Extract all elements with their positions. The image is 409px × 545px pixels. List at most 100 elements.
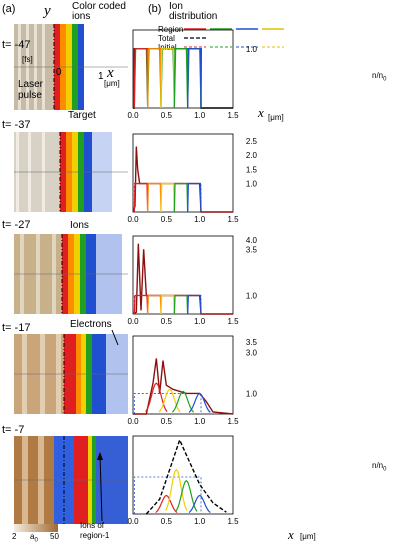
- ion-distribution-label-2: distribution: [169, 11, 218, 22]
- region-peak-2: [171, 390, 195, 413]
- ions-region-label-2: region-1: [80, 531, 110, 540]
- plot-frame-3: [132, 335, 234, 415]
- region-line-3: [173, 182, 189, 213]
- series-total: [145, 438, 227, 515]
- series-region: [133, 48, 202, 109]
- region-peak-1: [165, 468, 188, 511]
- legend-region: Region: [158, 25, 184, 34]
- ions-region-label: Ions of: [80, 521, 105, 530]
- x-tick-label: 0.5: [161, 417, 173, 426]
- target-label: Target: [68, 110, 96, 121]
- region-line-0: [133, 48, 149, 109]
- region-peak-3: [188, 392, 211, 413]
- laser-label: Laser: [18, 79, 44, 90]
- region-line-3: [173, 48, 189, 109]
- sim-panel-t17: [14, 334, 128, 414]
- region-peak-0: [145, 382, 168, 412]
- x-tick-label: 0.0: [127, 215, 139, 224]
- x-one-label: 1: [98, 71, 104, 82]
- x-tick-label: 0.0: [127, 517, 139, 526]
- region-line-0: [133, 182, 149, 213]
- series-total: [133, 358, 234, 415]
- x-tick-label: 1.5: [227, 215, 239, 224]
- y-tick-label: 2.0: [246, 151, 258, 160]
- region-line-2: [160, 48, 175, 109]
- panel-a-label: (a): [2, 3, 16, 15]
- y-tick-label: 1.0: [246, 180, 258, 189]
- initial-line: [133, 48, 202, 108]
- x-unit-label-a: [μm]: [104, 79, 120, 88]
- plot-frame-2: [132, 235, 234, 315]
- region-line-4: [187, 294, 202, 315]
- x-unit-label-b1: [μm]: [268, 113, 284, 122]
- y-tick-label: 1.0: [246, 45, 258, 54]
- legend-initial: Initial: [158, 43, 177, 52]
- origin-label: 0: [56, 67, 62, 78]
- region-peak-0: [155, 494, 178, 514]
- x-tick-label: 1.5: [227, 317, 239, 326]
- time-label-t17: t= -17: [2, 322, 31, 334]
- ion-distribution-label: Ion: [169, 1, 183, 12]
- y-tick-label: 3.5: [246, 338, 258, 347]
- sim-panel-t47: [14, 24, 128, 110]
- region-peak-3: [188, 494, 211, 514]
- initial-line: [133, 393, 202, 414]
- pulse-label: pulse: [18, 90, 42, 101]
- x-tick-label: 1.5: [227, 417, 239, 426]
- time-label-t27: t= -27: [2, 219, 31, 231]
- region-line-1: [147, 48, 162, 109]
- colorbar-max: 50: [50, 532, 59, 541]
- sim-panel-t37: [14, 132, 128, 212]
- initial-line: [133, 295, 202, 314]
- color-coded-label: Color coded: [72, 1, 126, 12]
- y-tick-label: 2.5: [246, 137, 258, 146]
- sim-panel-t7: [14, 436, 128, 524]
- region-line-0: [133, 294, 149, 315]
- x-tick-label: 1.0: [194, 517, 206, 526]
- region-peak-2: [175, 479, 198, 512]
- fs-unit-label: [fs]: [22, 55, 33, 64]
- plot-frame-4: [132, 435, 234, 515]
- legend-total: Total: [158, 34, 175, 43]
- x-tick-label: 1.0: [194, 111, 206, 120]
- time-label-t47: t= -47: [2, 39, 31, 51]
- x-axis-label-b1: x: [258, 105, 264, 120]
- initial-line: [133, 183, 202, 212]
- x-tick-label: 0.0: [127, 417, 139, 426]
- x-tick-label: 1.0: [194, 317, 206, 326]
- y-tick-label: 3.5: [246, 245, 258, 254]
- region-line-1: [147, 294, 162, 315]
- region-line-3: [173, 294, 189, 315]
- ylabel-nn0-5: n/n0: [372, 461, 387, 473]
- x-tick-label: 1.0: [194, 215, 206, 224]
- colorbar-mid: a0: [30, 532, 38, 544]
- x-tick-label: 0.5: [161, 111, 173, 120]
- ylabel-nn0-1: n/n0: [372, 71, 387, 83]
- y-axis-label: y: [44, 3, 51, 19]
- panel-b-label: (b): [148, 3, 162, 15]
- color-coded-label-2: ions: [72, 11, 91, 22]
- region-line-4: [187, 182, 202, 213]
- x-tick-label: 1.0: [194, 417, 206, 426]
- y-tick-label: 1.0: [246, 292, 258, 301]
- time-label-t7: t= -7: [2, 424, 25, 436]
- x-tick-label: 0.5: [161, 317, 173, 326]
- x-tick-label: 0.5: [161, 517, 173, 526]
- region-line-2: [160, 294, 175, 315]
- region-line-4: [187, 48, 202, 109]
- x-axis-label-a: x: [107, 65, 114, 81]
- x-tick-label: 1.5: [227, 111, 239, 120]
- y-tick-label: 3.0: [246, 348, 258, 357]
- x-unit-label-b5: [μm]: [300, 532, 316, 541]
- y-tick-label: 4.0: [246, 236, 258, 245]
- x-tick-label: 0.5: [161, 215, 173, 224]
- colorbar: [14, 524, 58, 532]
- colorbar-min: 2: [12, 532, 17, 541]
- x-tick-label: 0.0: [127, 317, 139, 326]
- region-line-1: [147, 182, 162, 213]
- sim-panel-t27: [14, 234, 128, 314]
- y-tick-label: 1.0: [246, 389, 258, 398]
- legend-swatches: [184, 28, 284, 48]
